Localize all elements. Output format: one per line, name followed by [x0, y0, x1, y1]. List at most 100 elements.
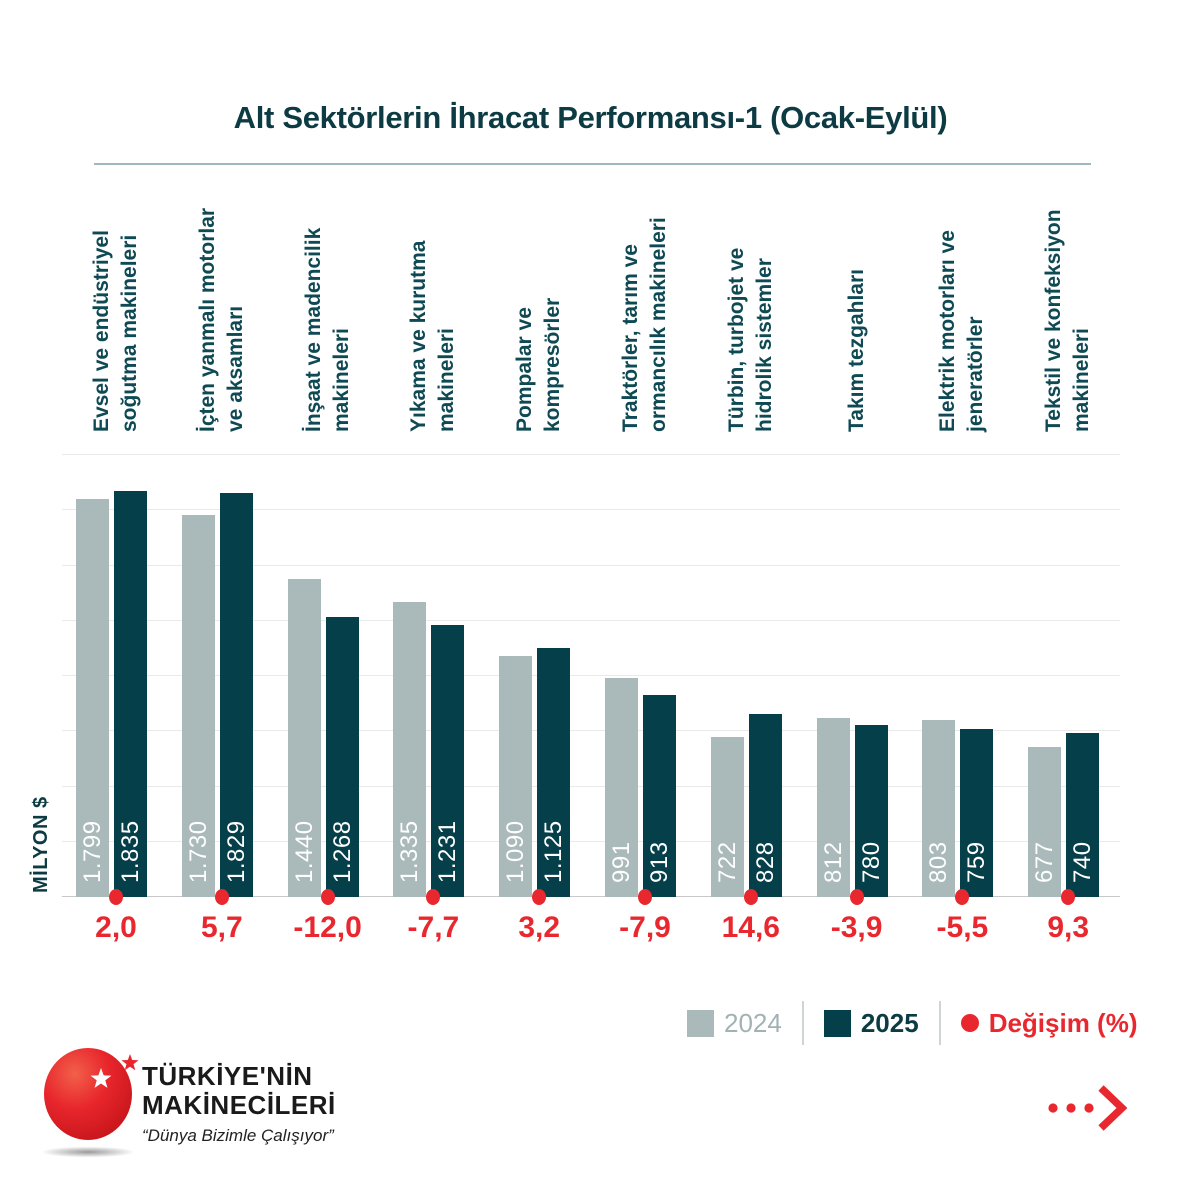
- legend-divider: [801, 1001, 804, 1045]
- bar-value-2025: 1.829: [222, 820, 250, 883]
- bar-value-2024: 1.440: [290, 820, 318, 883]
- legend-swatch-2024: [687, 1009, 714, 1037]
- logo-title-line1: TÜRKİYE'NİN: [142, 1061, 313, 1091]
- bar-value-2025: 1.268: [328, 820, 356, 883]
- gridline: [62, 675, 1120, 676]
- bar-2024: [605, 678, 638, 897]
- bar-value-2024: 1.799: [79, 820, 106, 883]
- logo-red-star-icon: [121, 1053, 139, 1071]
- logo-shadow: [41, 1146, 135, 1158]
- change-value: -12,0: [293, 911, 362, 944]
- change-dot-icon: [320, 889, 335, 905]
- change-value: -3,9: [830, 911, 883, 944]
- bar-value-2025: 1.231: [434, 820, 462, 883]
- gridline: [62, 840, 1120, 842]
- category-label: Takım tezgahları: [844, 269, 868, 432]
- change-dot-icon: [743, 889, 758, 905]
- bar-value-2024: 812: [819, 841, 847, 883]
- legend-label-change: Değişim (%): [988, 1007, 1138, 1038]
- change-value: 5,7: [200, 911, 243, 944]
- bar-2025: [325, 616, 359, 897]
- bar-2025: [854, 724, 888, 897]
- bar-value-2024: 803: [925, 841, 953, 883]
- logo-white-star-icon: [90, 1068, 112, 1088]
- change-value: 2,0: [95, 911, 137, 944]
- gridline: [62, 619, 1120, 621]
- bar-value-2024: 722: [713, 841, 741, 883]
- bar-2024: [710, 737, 744, 897]
- bar-2025: [643, 695, 676, 897]
- bar-value-2025: 913: [646, 841, 673, 883]
- bar-2024: [287, 578, 321, 897]
- logo-globe: [44, 1048, 132, 1140]
- change-dot-icon: [214, 889, 229, 905]
- change-value: -7,9: [619, 911, 671, 944]
- bar-2024: [393, 601, 427, 897]
- bar-value-2024: 991: [608, 841, 635, 883]
- bar-value-2024: 1.090: [502, 820, 530, 883]
- bar-2024: [181, 514, 215, 897]
- bar-2024: [499, 656, 533, 897]
- change-dot-icon: [955, 889, 970, 905]
- gridline: [62, 564, 1120, 566]
- bar-value-2025: 759: [963, 841, 991, 883]
- category-label: Yıkama ve kurutma makineleri: [407, 240, 459, 432]
- legend-swatch-2025: [823, 1009, 851, 1037]
- bar-value-2025: 828: [751, 841, 779, 883]
- change-dot-icon: [638, 889, 652, 905]
- legend-label-2025: 2025: [860, 1007, 919, 1038]
- bar-2025: [537, 648, 571, 897]
- category-label: Traktörler, tarım ve ormancılık makinele…: [619, 217, 670, 432]
- bar-2025: [114, 491, 147, 897]
- gridline: [62, 509, 1120, 511]
- bar-value-2025: 780: [857, 841, 885, 883]
- change-value: -5,5: [936, 911, 989, 944]
- bar-2025: [748, 714, 782, 897]
- bar-2025: [219, 492, 253, 897]
- gridline: [62, 454, 1120, 455]
- bar-2025: [960, 729, 994, 897]
- category-label: Tekstil ve konfeksiyon makineleri: [1042, 209, 1094, 432]
- title-rule: [94, 163, 1091, 165]
- plot-area: Evsel ve endüstriyel soğutma makineleri …: [62, 208, 1120, 944]
- change-value: 14,6: [721, 911, 780, 944]
- legend: 2024 2025 Değişim (%): [687, 1000, 1138, 1046]
- change-value: 9,3: [1047, 911, 1090, 944]
- change-dot-icon: [849, 889, 864, 905]
- category-label: Türbin, turbojet ve hidrolik sistemler: [724, 247, 776, 432]
- legend-divider: [938, 1001, 941, 1045]
- bar-2025: [1066, 733, 1100, 897]
- logo-wordmark: TÜRKİYE'NİN MAKİNECİLERİ “Dünya Bizimle …: [142, 1062, 336, 1146]
- bar-value-2025: 1.835: [117, 820, 144, 883]
- more-arrow-icon[interactable]: [1043, 1082, 1127, 1134]
- logo-sphere-icon: [41, 1048, 139, 1158]
- x-axis-baseline: [62, 896, 1120, 897]
- bar-2024: [816, 717, 850, 897]
- legend-label-2024: 2024: [724, 1007, 782, 1038]
- category-label: İçten yanmalı motorlar ve aksamları: [195, 207, 247, 432]
- page-title: Alt Sektörlerin İhracat Performansı-1 (O…: [233, 100, 948, 135]
- bar-value-2024: 1.335: [396, 820, 424, 883]
- bar-2024: [922, 719, 956, 897]
- change-dot-icon: [426, 889, 441, 905]
- change-value: -7,7: [407, 911, 460, 944]
- legend-change-dot-icon: [960, 1014, 979, 1032]
- bar-value-2025: 740: [1069, 841, 1097, 883]
- bar-2024: [76, 499, 109, 897]
- gridline: [62, 730, 1120, 732]
- change-dot-icon: [532, 889, 547, 905]
- gridline: [62, 785, 1120, 787]
- category-label: Elektrik motorları ve jeneratörler: [936, 230, 988, 432]
- change-value: 3,2: [518, 911, 561, 944]
- bar-2024: [1028, 747, 1062, 897]
- category-label: İnşaat ve madencilik makineleri: [301, 227, 353, 432]
- bar-value-2024: 1.730: [184, 820, 212, 883]
- bar-value-2024: 677: [1031, 841, 1059, 883]
- bar-value-2025: 1.125: [540, 820, 568, 883]
- y-axis-label: MİLYON $: [30, 796, 52, 893]
- change-dot-icon: [109, 889, 123, 905]
- category-label: Pompalar ve kompresörler: [513, 297, 565, 432]
- logo-title-line2: MAKİNECİLERİ: [142, 1090, 336, 1120]
- change-dot-icon: [1061, 889, 1076, 905]
